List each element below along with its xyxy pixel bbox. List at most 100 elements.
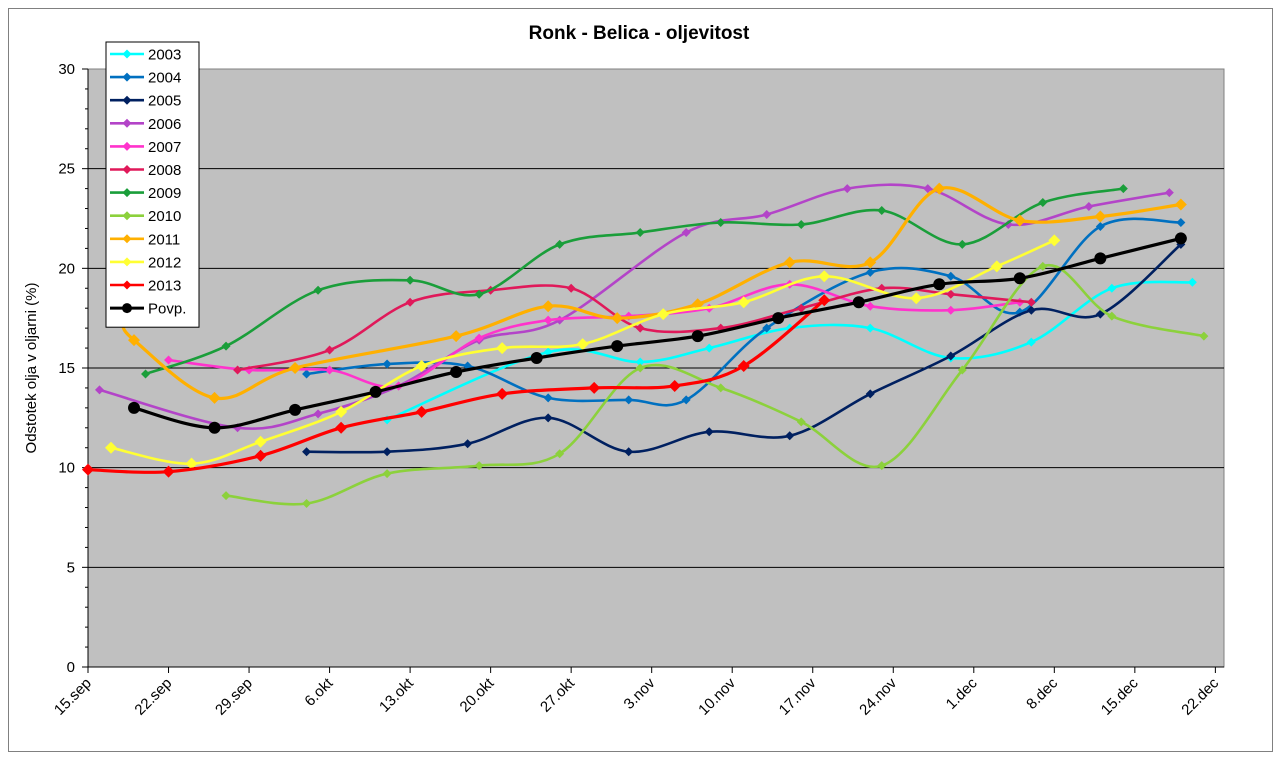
data-point (611, 312, 624, 325)
data-point (1026, 305, 1036, 315)
legend-label: 2003 (148, 47, 181, 64)
legend-item: 2009 (110, 185, 181, 202)
data-point (624, 395, 634, 405)
data-point (1176, 217, 1186, 227)
data-point (335, 405, 348, 418)
x-tick-label: 15.dec (1098, 674, 1142, 718)
x-tick-label: 29.sep (212, 675, 256, 719)
data-point (842, 184, 852, 194)
legend-swatch-marker (122, 95, 132, 105)
chart-title: Ronk - Belica - oljevitost (529, 23, 750, 44)
data-point (910, 292, 923, 305)
series-2010 (221, 261, 1209, 509)
data-point (221, 341, 231, 351)
data-point (530, 352, 543, 365)
series-2008 (233, 283, 1036, 375)
data-point (957, 365, 967, 375)
data-point (382, 469, 392, 479)
data-point (681, 395, 691, 405)
data-point (289, 403, 302, 416)
y-tick-label: 30 (58, 61, 75, 78)
x-tick-label: 15.sep (51, 675, 95, 719)
data-point (415, 405, 428, 418)
data-point (185, 457, 198, 470)
legend-label: 2010 (148, 208, 181, 225)
legend-label: 2011 (148, 231, 180, 248)
x-tick-label: 3.nov (621, 674, 659, 712)
data-point (289, 362, 302, 374)
y-tick-label: 5 (67, 559, 75, 576)
data-point (588, 381, 601, 394)
legend-item: 2008 (110, 162, 181, 179)
data-point (543, 393, 553, 403)
legend-swatch-marker (122, 234, 132, 244)
data-point (1048, 234, 1061, 247)
data-point (555, 239, 565, 249)
data-point (463, 439, 473, 449)
data-point (128, 401, 141, 414)
data-point (657, 308, 670, 321)
series-2004 (302, 217, 1186, 407)
y-tick-label: 10 (58, 460, 75, 477)
data-point (1164, 188, 1174, 198)
data-point (877, 206, 887, 216)
data-point (818, 294, 831, 307)
data-point (208, 391, 221, 404)
data-point (681, 227, 691, 237)
data-point (474, 289, 484, 299)
series-2005 (302, 239, 1186, 457)
data-point (105, 441, 118, 454)
data-point (946, 289, 956, 299)
legend-item: 2004 (110, 70, 181, 87)
data-point (254, 435, 267, 448)
data-point (635, 227, 645, 237)
data-point (635, 357, 645, 367)
y-tick-label: 20 (58, 260, 75, 277)
data-point (611, 340, 624, 353)
data-point (716, 217, 726, 227)
data-point (496, 342, 509, 355)
data-point (543, 413, 553, 423)
series-line (87, 298, 826, 475)
legend-box (105, 41, 200, 328)
data-point (796, 417, 806, 427)
data-point (762, 323, 772, 333)
data-point (1094, 252, 1107, 265)
y-tick-label: 0 (67, 659, 75, 676)
data-point (772, 312, 785, 325)
data-point (933, 278, 946, 291)
data-point (716, 383, 726, 393)
series-layer (82, 182, 1209, 509)
y-axis-ticks: 0 5 10 15 20 25 30 (58, 61, 88, 676)
legend-swatch-marker (122, 118, 132, 128)
y-axis-label: Odstotek olja v oljarni (%) (23, 283, 40, 454)
series-2012 (105, 234, 1061, 470)
data-point (221, 491, 231, 501)
data-point (1187, 277, 1197, 287)
data-point (1038, 261, 1048, 271)
legend-swatch-marker (122, 211, 132, 221)
legend-label: Povp. (148, 301, 186, 318)
data-point (543, 315, 553, 325)
data-point (450, 330, 463, 343)
legend-swatch-marker (122, 141, 132, 151)
data-point (946, 305, 956, 315)
legend-swatch-marker (122, 188, 132, 198)
legend-swatch-marker (122, 257, 132, 267)
legend-swatch-marker (122, 72, 132, 82)
data-point (450, 365, 463, 378)
legend-swatch-marker (122, 165, 132, 174)
data-point (415, 360, 428, 373)
x-axis-ticks: 15.sep 22.sep 29.sep 6.okt 13.okt 20.okt 27.ok… (51, 667, 1223, 719)
legend-item: 2013 (110, 278, 181, 295)
data-point (1118, 184, 1128, 194)
data-point (555, 449, 565, 459)
series-line (386, 280, 1193, 421)
data-point (933, 182, 946, 195)
data-point (1026, 337, 1036, 347)
legend-label: 2012 (148, 254, 181, 271)
data-point (141, 369, 151, 379)
data-point (668, 379, 681, 392)
x-tick-label: 13.okt (376, 674, 418, 716)
data-point (1038, 198, 1048, 208)
